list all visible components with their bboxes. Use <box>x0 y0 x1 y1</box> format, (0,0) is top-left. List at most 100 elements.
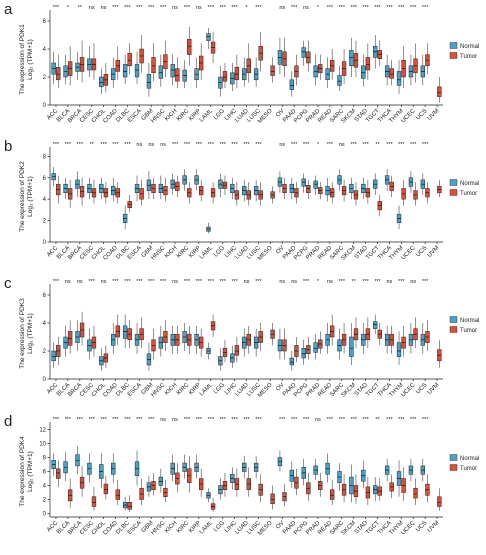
y-tick-label: 2 <box>43 498 47 504</box>
significance-label: *** <box>422 279 429 285</box>
box <box>134 64 140 78</box>
legend-swatch <box>449 179 458 186</box>
significance-label: *** <box>410 417 417 423</box>
panel-letter: b <box>4 138 12 155</box>
significance-label: *** <box>112 5 119 11</box>
x-tick-label: OV <box>275 245 285 255</box>
significance-label: *** <box>65 417 72 423</box>
x-tick-label: UCEC <box>400 520 417 537</box>
panel: b The expression of PDK2 Log₂ (TPM+1) 0 2 4 6 8… <box>4 138 479 262</box>
significance-label: ns <box>279 142 285 148</box>
significance-label: *** <box>196 142 203 148</box>
significance-label: *** <box>53 5 60 11</box>
legend-label: Tumor <box>460 191 477 197</box>
panel-letter: d <box>4 413 12 430</box>
x-tick-label: KICH <box>164 382 178 396</box>
box <box>301 347 306 359</box>
legend-swatch <box>449 326 458 333</box>
x-tick-label: UVM <box>427 245 441 259</box>
significance-label: *** <box>243 142 250 148</box>
x-tick-label: HNSC <box>150 382 167 399</box>
box <box>306 185 311 194</box>
significance-label: ns <box>339 142 345 148</box>
y-tick-label: 4 <box>43 47 47 53</box>
significance-label: ns <box>327 279 333 285</box>
box <box>373 321 378 329</box>
x-tick-label: UCS <box>415 520 428 533</box>
significance-label: ns <box>410 279 416 285</box>
box <box>127 502 132 510</box>
significance-label: *** <box>255 142 262 148</box>
significance-label: *** <box>184 417 191 423</box>
significance-label: ns <box>172 417 178 423</box>
x-tick-label: ESCA <box>127 382 143 398</box>
box <box>234 66 240 81</box>
significance-label: *** <box>136 5 143 11</box>
significance-label: ns <box>387 279 393 285</box>
significance-label: *** <box>124 5 131 11</box>
significance-label: *** <box>339 417 346 423</box>
significance-label: ns <box>101 5 107 11</box>
box <box>122 64 128 78</box>
box <box>56 66 61 81</box>
y-axis-label: The expression of PDK3 <box>19 298 26 369</box>
box <box>91 496 97 507</box>
significance-label: *** <box>160 279 167 285</box>
significance-label: *** <box>124 142 131 148</box>
box <box>413 488 418 499</box>
significance-label: ns <box>196 5 202 11</box>
x-tick-label: OV <box>275 108 285 118</box>
significance-label: *** <box>100 142 107 148</box>
significance-label: *** <box>160 5 167 11</box>
significance-label: *** <box>231 5 238 11</box>
significance-label: ns <box>172 5 178 11</box>
box <box>289 79 295 90</box>
significance-label: ns <box>279 5 285 11</box>
y-tick-label: 6 <box>43 293 47 299</box>
y-axis-label: Log₂ (TPM+1) <box>27 39 34 80</box>
y-tick-label: 0 <box>43 512 47 518</box>
x-tick-label: HNSC <box>150 108 167 125</box>
significance-label: *** <box>339 279 346 285</box>
significance-label: *** <box>398 5 405 11</box>
box <box>234 345 240 356</box>
significance-label: *** <box>184 279 191 285</box>
significance-label: *** <box>148 417 155 423</box>
x-tick-label: UVM <box>427 108 441 122</box>
box <box>187 38 192 55</box>
significance-label: ns <box>89 5 95 11</box>
significance-label: *** <box>350 417 357 423</box>
legend-swatch <box>449 464 458 471</box>
significance-label: *** <box>362 279 369 285</box>
x-tick-label: KICH <box>164 108 178 122</box>
significance-label: *** <box>374 279 381 285</box>
significance-label: *** <box>136 279 143 285</box>
y-axis-label: Log₂ (TPM+1) <box>27 313 34 354</box>
significance-label: ns <box>303 5 309 11</box>
box <box>329 489 335 500</box>
significance-label: *** <box>208 5 215 11</box>
significance-label: *** <box>77 142 84 148</box>
significance-label: * <box>245 5 248 11</box>
significance-label: ns <box>77 279 83 285</box>
significance-label: *** <box>100 417 107 423</box>
y-tick-label: 6 <box>43 19 47 25</box>
significance-label: * <box>67 5 70 11</box>
significance-label: *** <box>184 5 191 11</box>
significance-label: ** <box>90 142 95 148</box>
significance-label: *** <box>386 5 393 11</box>
legend-swatch <box>449 52 458 59</box>
significance-label: ns <box>160 142 166 148</box>
legend-label: Normal <box>460 456 479 462</box>
panel-letter: c <box>4 275 12 292</box>
x-tick-label: ESCA <box>127 245 143 261</box>
significance-label: ns <box>136 142 142 148</box>
y-tick-label: 12 <box>39 428 46 434</box>
significance-label: *** <box>219 142 226 148</box>
significance-label: *** <box>303 279 310 285</box>
y-tick-label: 0 <box>43 240 47 246</box>
legend-label: Normal <box>460 44 479 50</box>
legend-swatch <box>449 454 458 461</box>
significance-label: *** <box>196 279 203 285</box>
